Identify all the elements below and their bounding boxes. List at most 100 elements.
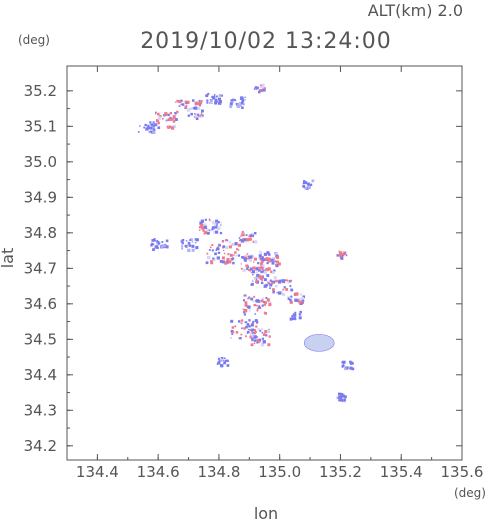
- cluster-point: [152, 128, 156, 131]
- cluster-point: [199, 221, 203, 225]
- y-tick-label: 34.4: [24, 366, 57, 384]
- y-axis-unit: (deg): [18, 33, 50, 47]
- cluster-point: [203, 225, 208, 229]
- cluster-point: [240, 239, 244, 243]
- cluster-point: [277, 280, 282, 284]
- cluster-point: [289, 298, 292, 302]
- cluster-point: [194, 113, 198, 117]
- cluster-point: [217, 251, 221, 255]
- cluster-point: [208, 219, 211, 222]
- cluster-point: [339, 253, 343, 257]
- cluster-point: [244, 303, 248, 307]
- cluster-point: [174, 101, 177, 103]
- cluster-point: [232, 98, 235, 101]
- cluster-point: [287, 297, 290, 300]
- cluster-point: [283, 281, 285, 284]
- cluster-point: [172, 120, 176, 123]
- cluster-point: [230, 329, 234, 333]
- cluster-point: [265, 257, 269, 261]
- cluster-point: [198, 229, 201, 231]
- cluster-point: [225, 260, 229, 264]
- cluster-point: [260, 299, 264, 303]
- cluster-point: [224, 360, 226, 362]
- cluster-point: [298, 316, 302, 320]
- cluster-point: [205, 94, 209, 98]
- cluster-point: [218, 94, 222, 97]
- cluster-point: [169, 116, 172, 119]
- cluster-point: [214, 101, 218, 105]
- cluster-point: [251, 330, 253, 333]
- cluster-point: [243, 294, 246, 297]
- cluster-point: [185, 102, 188, 105]
- cluster-point: [272, 280, 276, 284]
- x-tick-label: 134.4: [76, 463, 119, 481]
- cluster-point: [221, 260, 225, 264]
- cluster-point: [246, 257, 250, 260]
- cluster-point: [254, 231, 257, 235]
- cluster-point: [245, 264, 249, 268]
- cluster-point: [153, 125, 155, 127]
- y-tick-label: 34.9: [24, 188, 57, 206]
- cluster-point: [349, 366, 353, 370]
- cluster-point: [218, 101, 222, 104]
- cluster-point: [219, 231, 223, 235]
- y-tick-label: 34.3: [24, 401, 57, 419]
- cluster-point: [258, 276, 261, 279]
- y-tick-label: 34.7: [24, 259, 57, 277]
- cluster-point: [221, 357, 224, 359]
- cluster-point: [151, 124, 154, 127]
- cluster-point: [341, 392, 344, 395]
- cluster-point: [251, 270, 256, 274]
- cluster-point: [205, 94, 207, 97]
- cluster-point: [243, 313, 247, 316]
- cluster-point: [237, 254, 241, 257]
- cluster-point: [260, 343, 265, 347]
- cluster: [174, 99, 204, 120]
- cluster-point: [150, 126, 153, 130]
- cluster-point: [137, 131, 140, 133]
- cluster-point: [266, 298, 270, 301]
- cluster: [247, 266, 277, 288]
- cluster-point: [231, 326, 235, 329]
- cluster: [341, 360, 355, 371]
- cluster-point: [259, 262, 264, 266]
- cluster: [216, 357, 230, 368]
- cluster-point: [343, 398, 346, 401]
- cluster-point: [154, 111, 157, 114]
- cluster-point: [146, 126, 149, 129]
- cluster-point: [306, 182, 310, 186]
- cluster-point: [244, 96, 246, 98]
- cluster-point: [275, 285, 278, 288]
- cluster-point: [244, 294, 247, 297]
- cluster-point: [206, 252, 209, 255]
- cluster-point: [256, 88, 258, 90]
- cluster-point: [213, 94, 216, 96]
- cluster-point: [311, 179, 315, 183]
- x-tick-label: 135.2: [319, 463, 362, 481]
- cluster-point: [143, 126, 146, 129]
- cluster-point: [267, 343, 271, 347]
- cluster-point: [249, 237, 252, 240]
- cluster-point: [165, 119, 168, 122]
- cluster-point: [215, 219, 219, 223]
- cluster-point: [230, 99, 233, 102]
- cluster-point: [251, 334, 255, 338]
- cluster-point: [261, 83, 265, 87]
- y-tick-label: 35.1: [24, 117, 57, 135]
- cluster-point: [237, 320, 241, 323]
- cluster: [150, 238, 169, 252]
- cluster-point: [157, 121, 160, 125]
- cluster-point: [195, 242, 197, 244]
- cluster-point: [195, 117, 199, 120]
- cluster-point: [268, 303, 272, 307]
- cluster-point: [238, 239, 241, 242]
- cluster-point: [172, 117, 175, 120]
- cluster-point: [255, 299, 260, 303]
- cluster-point: [249, 270, 252, 272]
- cluster: [336, 250, 348, 260]
- cluster-point: [259, 251, 263, 255]
- cluster-point: [273, 290, 275, 292]
- cluster-point: [166, 126, 169, 128]
- cluster-point: [235, 248, 238, 251]
- cluster-point: [256, 273, 260, 277]
